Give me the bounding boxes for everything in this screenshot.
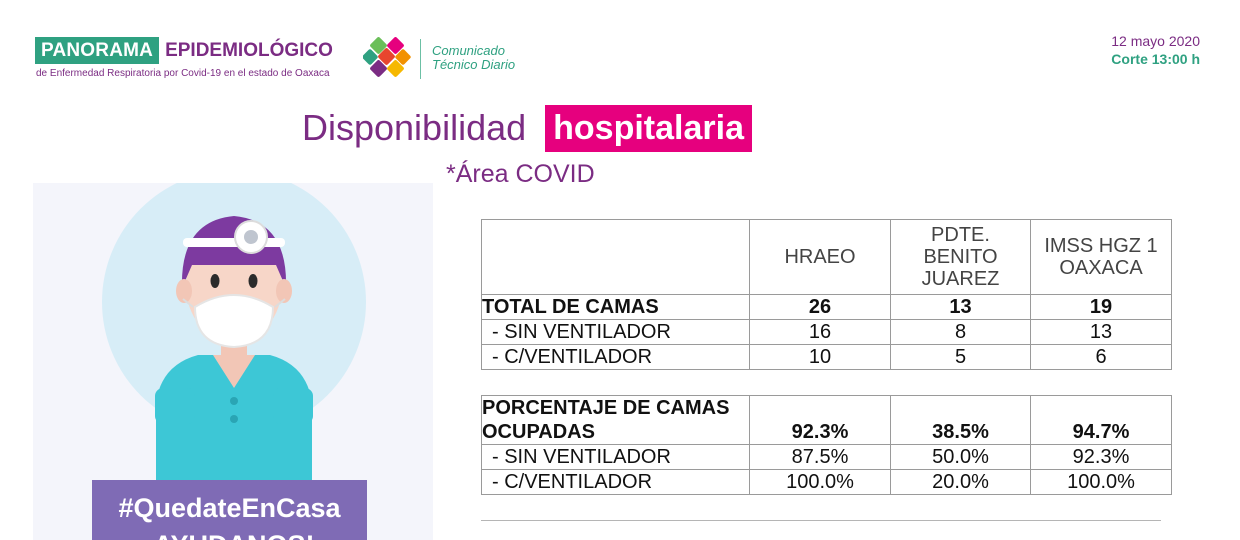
column-header-line: JUAREZ — [921, 268, 1000, 290]
banner-hashtag: #QuedateEnCasa — [118, 493, 341, 523]
cell-value: 100.0% — [749, 469, 891, 495]
cell-value: 94.7% — [1030, 395, 1172, 445]
row-label: - C/VENTILADOR — [481, 344, 750, 370]
cell-value: 10 — [749, 344, 891, 370]
cell-value: 38.5% — [890, 395, 1031, 445]
title-part1: Disponibilidad — [302, 107, 527, 148]
stay-home-banner: #QuedateEnCasa ¡AYUDANOS! — [92, 480, 367, 540]
divider-line — [481, 520, 1161, 521]
column-header-line: PDTE. — [931, 224, 990, 246]
report-cutoff: Corte 13:00 h — [1111, 51, 1200, 67]
title-part2: hospitalaria — [545, 104, 752, 152]
column-header-hraeo: HRAEO — [749, 219, 891, 295]
table-row: TOTAL DE CAMAS 26 13 19 — [481, 294, 1172, 320]
report-date: 12 mayo 2020 — [1111, 33, 1200, 49]
occupancy-title-line1: PORCENTAJE DE CAMAS — [482, 397, 730, 419]
cell-value: 16 — [749, 319, 891, 345]
banner-help: ¡AYUDANOS! — [92, 530, 367, 540]
brand-logo: PANORAMA EPIDEMIOLÓGICO de Enfermedad Re… — [35, 37, 535, 87]
page-title: Disponibilidad hospitalaria — [302, 103, 752, 153]
page-subtitle: *Área COVID — [446, 160, 595, 188]
communique-line2: Técnico Diario — [432, 57, 516, 72]
occupancy-table: PORCENTAJE DE CAMAS OCUPADAS 92.3% 38.5%… — [481, 395, 1172, 495]
cell-value: 92.3% — [749, 395, 891, 445]
cell-value: 87.5% — [749, 444, 891, 470]
column-header-benito-juarez: PDTE. BENITO JUAREZ — [890, 219, 1031, 295]
table-row: - C/VENTILADOR 10 5 6 — [481, 344, 1172, 370]
row-label: - SIN VENTILADOR — [481, 319, 750, 345]
brand-panorama: PANORAMA — [35, 37, 160, 64]
date-block: 12 mayo 2020 Corte 13:00 h — [1111, 32, 1200, 68]
table-header-empty — [481, 219, 750, 295]
table-row: - SIN VENTILADOR 16 8 13 — [481, 319, 1172, 345]
beds-table: HRAEO PDTE. BENITO JUAREZ IMSS HGZ 1 OAX… — [481, 219, 1172, 370]
table-header-row: HRAEO PDTE. BENITO JUAREZ IMSS HGZ 1 OAX… — [481, 219, 1172, 295]
cell-value: 26 — [749, 294, 891, 320]
brand-subtitle: de Enfermedad Respiratoria por Covid-19 … — [36, 68, 330, 79]
logo-mark-icon — [363, 37, 411, 77]
communique-label: Comunicado Técnico Diario — [432, 44, 515, 72]
cell-value: 8 — [890, 319, 1031, 345]
logo-divider — [420, 39, 421, 79]
table-row: PORCENTAJE DE CAMAS OCUPADAS 92.3% 38.5%… — [481, 395, 1172, 445]
row-label: TOTAL DE CAMAS — [481, 294, 750, 320]
health-worker-icon — [102, 183, 366, 483]
cell-value: 100.0% — [1030, 469, 1172, 495]
table-row: - C/VENTILADOR 100.0% 20.0% 100.0% — [481, 469, 1172, 495]
cell-value: 13 — [890, 294, 1031, 320]
row-label: - SIN VENTILADOR — [481, 444, 750, 470]
table-row: - SIN VENTILADOR 87.5% 50.0% 92.3% — [481, 444, 1172, 470]
column-header-line: OAXACA — [1059, 257, 1143, 279]
cell-value: 13 — [1030, 319, 1172, 345]
cell-value: 19 — [1030, 294, 1172, 320]
health-worker-illustration: #QuedateEnCasa ¡AYUDANOS! — [33, 183, 433, 540]
occupancy-title: PORCENTAJE DE CAMAS OCUPADAS — [481, 395, 750, 445]
occupancy-title-line2: OCUPADAS — [482, 421, 595, 443]
column-header-line: IMSS HGZ 1 — [1044, 235, 1158, 257]
column-header-line: HRAEO — [784, 246, 856, 268]
column-header-line: BENITO — [923, 246, 998, 268]
cell-value: 20.0% — [890, 469, 1031, 495]
cell-value: 5 — [890, 344, 1031, 370]
row-label: - C/VENTILADOR — [481, 469, 750, 495]
brand-epidemiologico: EPIDEMIOLÓGICO — [165, 39, 333, 61]
cell-value: 92.3% — [1030, 444, 1172, 470]
cell-value: 50.0% — [890, 444, 1031, 470]
column-header-imss: IMSS HGZ 1 OAXACA — [1030, 219, 1172, 295]
cell-value: 6 — [1030, 344, 1172, 370]
communique-line1: Comunicado — [432, 43, 505, 58]
